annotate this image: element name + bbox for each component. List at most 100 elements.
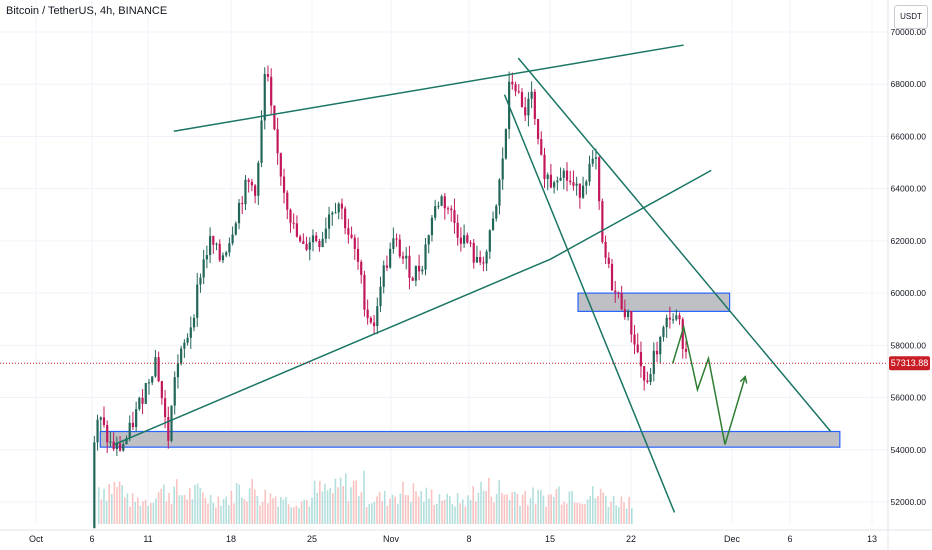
candle-body: [553, 182, 556, 188]
candle-body: [411, 277, 414, 281]
volume-bar: [196, 483, 199, 524]
candle-body: [575, 183, 578, 186]
volume-bar: [103, 488, 105, 524]
candle-body: [135, 409, 138, 428]
candle-body: [504, 129, 508, 159]
candle-body: [524, 107, 527, 116]
volume-bar: [178, 495, 181, 524]
candle-body: [376, 306, 379, 327]
volume-bar: [397, 503, 399, 524]
candle-body: [578, 183, 581, 198]
volume-bar: [529, 498, 532, 524]
volume-bar: [490, 496, 493, 524]
volume-bar: [339, 477, 342, 524]
candle-body: [218, 243, 221, 261]
candle-body: [546, 174, 549, 179]
candle-body: [276, 129, 279, 154]
candle-body: [614, 290, 617, 293]
candle-body: [99, 417, 102, 420]
candle-body: [138, 397, 141, 410]
volume-bar: [540, 489, 542, 524]
candle-body: [289, 209, 292, 223]
candle-body: [366, 309, 369, 318]
volume-bar: [516, 493, 519, 524]
volume-bar: [355, 480, 357, 524]
volume-bar: [243, 499, 246, 524]
candle-body: [633, 334, 636, 345]
candle-body: [533, 91, 536, 120]
candle-body: [639, 352, 643, 367]
volume-bar: [306, 500, 308, 524]
volume-bar: [311, 497, 313, 524]
candle-body: [228, 243, 231, 253]
trendline: [503, 94, 676, 513]
candle-body: [212, 236, 215, 245]
candle-body: [176, 363, 180, 378]
volume-bar: [111, 493, 113, 524]
candle-body: [250, 181, 253, 186]
volume-bar: [391, 494, 394, 524]
volume-bar: [589, 496, 591, 524]
time-axis[interactable]: Oct 6 11 18 25 Nov 8 15 22 Dec 6 13: [0, 529, 932, 544]
volume-bar: [438, 494, 441, 524]
candle-body: [379, 286, 382, 307]
volume-bar: [300, 501, 303, 524]
candle-body: [636, 344, 639, 353]
volume-bar: [332, 493, 334, 524]
candle-body: [221, 255, 225, 261]
currency-button[interactable]: USDT: [894, 5, 928, 29]
candle-body: [122, 444, 125, 451]
candle-body: [234, 223, 237, 235]
price-axis[interactable]: 70000.00 68000.00 66000.00 64000.00 62000.00…: [887, 0, 926, 550]
volume-bar: [456, 493, 459, 524]
chart-title: Bitcoin / TetherUS, 4h, BINANCE: [6, 5, 168, 17]
volume-bar: [407, 495, 409, 524]
volume-bar: [137, 497, 139, 524]
candle-body: [360, 261, 363, 275]
candle-body: [659, 337, 662, 355]
candle-body: [231, 234, 234, 244]
candle-body: [430, 217, 434, 236]
volume-bar: [534, 503, 537, 524]
candle-body: [678, 315, 681, 320]
time-tick-label: 13: [867, 534, 877, 544]
volume-bar: [503, 494, 506, 524]
candle-body: [684, 348, 688, 352]
volume-bar: [228, 505, 230, 524]
candle-body: [311, 235, 315, 243]
volume-bar: [594, 498, 597, 524]
candle-body: [514, 84, 517, 92]
candle-body: [556, 180, 559, 183]
volume-bar: [163, 484, 165, 524]
candle-body: [160, 381, 163, 399]
candle-body: [456, 222, 459, 238]
volume-bar: [550, 494, 552, 524]
volume-bar: [519, 505, 521, 524]
volume-bar: [482, 490, 485, 524]
volume-bar: [363, 470, 365, 524]
volume-bar: [124, 497, 126, 524]
candle-body: [334, 212, 337, 214]
candle-body: [588, 163, 591, 182]
volume-bar: [469, 500, 472, 524]
volume-bar: [144, 499, 147, 524]
volume-bar: [293, 507, 295, 524]
candle-body: [215, 243, 218, 245]
candle-body: [327, 214, 331, 229]
candle-body: [141, 397, 144, 404]
candle-body: [305, 243, 308, 250]
candle-body: [398, 239, 401, 257]
volume-bar: [480, 481, 482, 524]
candle-body: [199, 277, 202, 285]
candle-body: [479, 256, 482, 263]
candle-body: [282, 176, 286, 193]
time-tick-label: 11: [143, 534, 152, 544]
volume-bar: [274, 496, 277, 524]
candle-body: [237, 202, 241, 224]
volume-bar: [321, 491, 324, 524]
candle-body: [405, 255, 408, 259]
candle-body: [112, 441, 115, 450]
volume-bar: [303, 499, 305, 524]
volume-bar: [186, 499, 188, 524]
